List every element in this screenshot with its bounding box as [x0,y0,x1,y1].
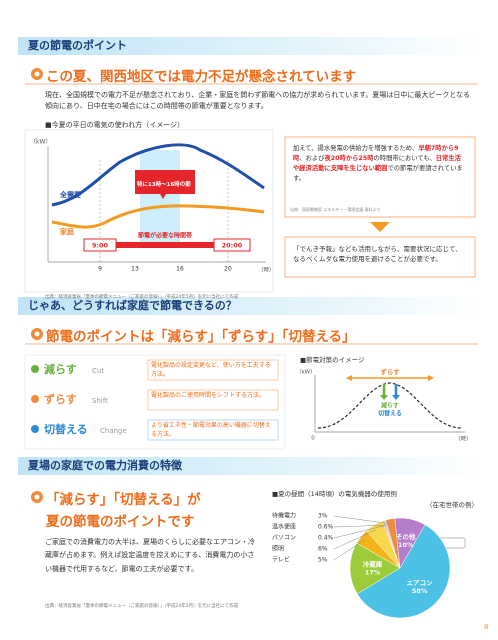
note-segment: での節電が要請されています。 [293,165,463,183]
period-label: 節電が必要な時間帯 [138,232,192,240]
method-english: Change [100,427,127,435]
section-heading: この夏、関西地区では電力不足が懸念されています [46,69,357,85]
callout: 特に13時〜16時の節電が重要です [137,182,191,188]
chart-subtitle: （在宅世帯の例） [426,500,478,509]
source-note: 出典：経済産業省「夏季の節電メニュー（ご家庭の皆様）」（平成24年5月）を元に当… [45,295,239,300]
switch-label: 切替える [378,410,402,418]
callout-text: 特に13時〜16時の節電が重要です [137,182,191,188]
slice-value: 5% [318,557,328,564]
axis-zero: 0 [311,436,315,442]
x-tick-label: 16 [176,266,184,273]
leader-line [333,515,392,525]
slice-value: 17% [365,568,381,576]
slice-value: 10% [398,541,414,549]
section-heading: 夏の節電のポイントです [46,514,195,530]
method-desc: 電化製品の設定変更など、使い方を工夫する方法。 [151,362,271,378]
slice-label: 温水便座 [272,523,296,531]
slice-label: その他 [396,532,416,541]
advice-box: 「でんき予報」なども活用しながら、需要状況に応じて、なるべくムダな電力使用を避け… [293,245,462,264]
body-text: 現在、全国規模での電力不足が懸念されており、企業・家庭を問わず節電への協力が求め… [45,91,471,110]
note-segment: 加えて、揚水発電の供給力を増強するため、 [293,145,419,152]
slice-label: パソコン [272,535,296,542]
note-segment: の時間帯においても、 [373,155,436,163]
note-segment: 、および [299,155,325,163]
page-number: 8 [484,623,489,631]
pie-slice [349,542,401,595]
period-start: 9:00 [92,242,109,250]
axis-unit: （kW） [30,139,51,146]
slice-label: 照明 [272,546,284,553]
pie-slice [394,517,426,569]
leader-line [333,524,387,528]
x-tick-label: 9 [98,266,102,273]
series-label: 家庭 [60,227,75,236]
method-english: Shift [92,397,108,405]
period-end: 20:00 [222,242,243,250]
x-tick-label: 20 [224,266,232,273]
section-header: 夏の節電のポイント [18,37,480,55]
method-name: 切替える [44,423,88,436]
shift-label: ずらす [380,367,400,376]
source-note: 出典：国家戦略室 エネルギー・環境会議 資料より [290,207,381,212]
slice-label: 冷蔵庫 [363,559,383,568]
series-label: 全需要 [59,190,81,199]
method-name: ずらす [44,393,77,406]
method-desc: 電化製品のご使用時間をシフトする方法。 [151,392,266,399]
method-english: Cut [92,367,105,375]
pie-slice [356,524,451,619]
note-segment: 夜20時から25時 [324,155,374,163]
note-segment: 日常生活や経済活動に支障を生じない範囲 [293,155,461,173]
slice-value: 0.4% [318,535,334,542]
axis-unit: （時） [455,435,472,443]
chart-title: ■夏の昼間（14時頃）の電気機器の使用例 [272,489,397,498]
method-name: 減らす [44,363,77,376]
section-header: 夏場の家庭での電力消費の特徴 [18,457,480,475]
method-desc: より省エネ性・節電効果の高い機器に切替える方法。 [151,422,271,438]
slice-value: 0.6% [318,524,334,531]
source-note: 出典：経済産業省「夏季の節電メニュー（ご家庭の皆様）」（平成24年5月）を元に当… [45,604,239,609]
reduce-label: 減らす [381,402,399,410]
slice-value: 6% [318,546,328,553]
chart-title: ■今夏の平日の電気の使われ方（イメージ） [45,120,184,129]
slice-value: 58% [412,587,428,595]
slice-label: テレビ [272,556,290,564]
section-heading: 節電のポイントは「減らす」「ずらす」「切替える」 [46,329,356,345]
axis-unit: （kW） [296,369,316,376]
slice-label: 待機電力 [272,512,296,520]
axis-unit: （時） [258,266,275,274]
chart-title: ■節電対策のイメージ [300,355,365,364]
leader-line [333,539,366,561]
section-heading: 「減らす」「切替える」が [46,492,201,508]
note-segment: 早朝7時から9時 [293,145,459,163]
slice-value: 3% [318,513,328,520]
leader-line [333,525,385,539]
section-header: じゃあ、どうすれば家庭で節電できるの？ [18,297,480,315]
body-text: ご家庭での消費電力の大半は、夏場のくらしに必要なエアコン・冷蔵庫が占めます。例え… [45,538,255,573]
note-box: 加えて、揚水発電の供給力を増強するため、早朝7時から9時、および夜20時から25… [287,140,473,188]
leader-line [333,529,377,550]
slice-label: エアコン [407,579,434,587]
x-tick-label: 13 [131,266,139,273]
